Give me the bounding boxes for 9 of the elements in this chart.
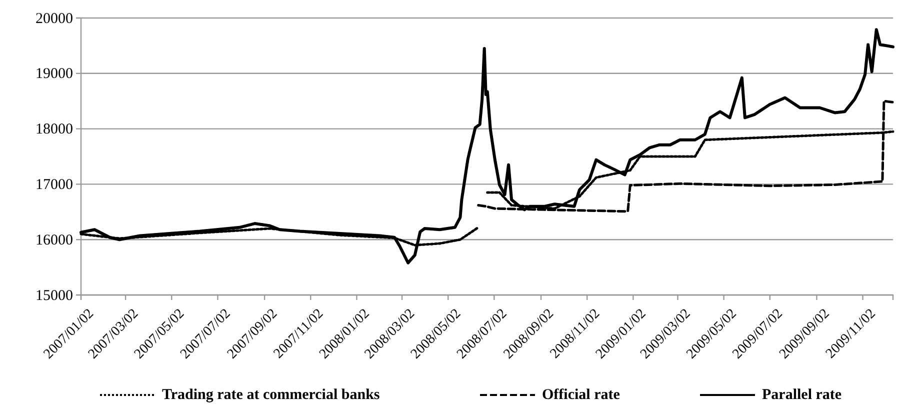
y-tick-label: 18000 [36, 122, 73, 138]
legend-label: Parallel rate [762, 387, 842, 403]
y-tick-label: 15000 [36, 288, 73, 304]
y-tick-label: 16000 [36, 232, 73, 248]
y-tick-label: 20000 [36, 10, 73, 27]
legend-label: Trading rate at commercial banks [162, 387, 380, 403]
legend-label: Official rate [542, 387, 620, 403]
y-tick-label: 19000 [36, 66, 73, 82]
y-tick-label: 17000 [36, 177, 73, 193]
